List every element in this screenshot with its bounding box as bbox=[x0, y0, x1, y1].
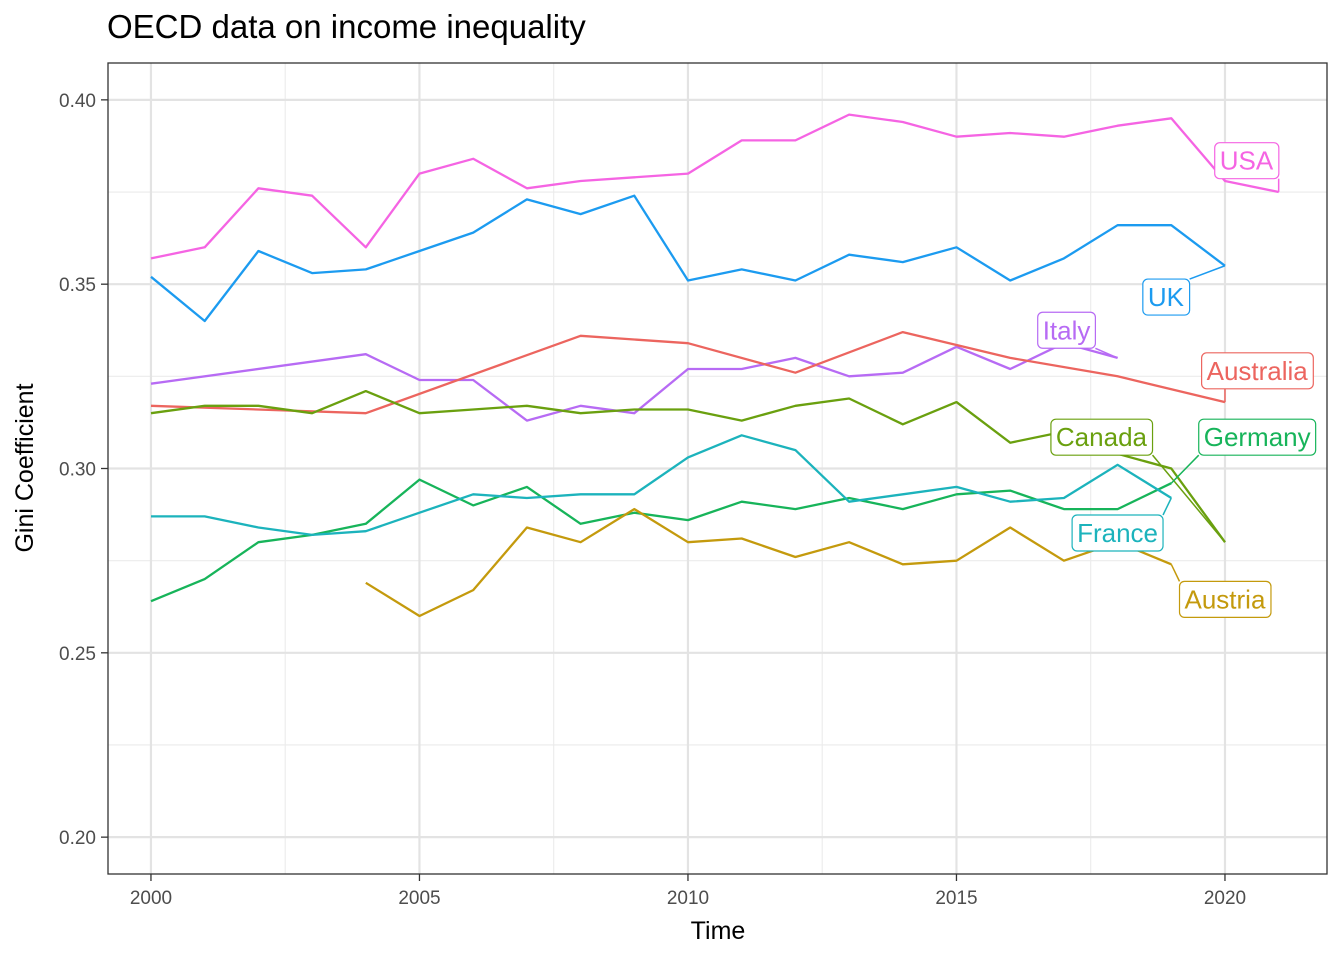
series-label-box bbox=[1037, 311, 1096, 349]
x-tick-label: 2015 bbox=[935, 888, 977, 909]
series-line-australia bbox=[150, 330, 1226, 415]
y-tick-label: 0.35 bbox=[59, 275, 96, 296]
series-line-canada bbox=[150, 389, 1226, 543]
series-label-text: Australia bbox=[1207, 356, 1309, 386]
series-label-text: Germany bbox=[1204, 422, 1311, 452]
series-line-uk bbox=[150, 194, 1226, 323]
y-axis: 0.20 0.25 0.30 0.35 0.40 bbox=[59, 91, 108, 849]
label-leader-line bbox=[1189, 265, 1226, 280]
label-leader-line bbox=[1095, 347, 1118, 359]
y-tick-label: 0.40 bbox=[59, 91, 96, 112]
series-label-text: Austria bbox=[1185, 584, 1266, 614]
series-label-france: France bbox=[1071, 497, 1172, 552]
x-axis: 2000 2005 2010 2015 2020 bbox=[130, 874, 1246, 909]
series-lines bbox=[150, 113, 1279, 618]
series-label-germany: Germany bbox=[1170, 418, 1317, 484]
series-labels: USA UK Italy Australia Canada Germany France Au… bbox=[1037, 142, 1317, 618]
x-tick-label: 2020 bbox=[1204, 888, 1246, 909]
y-tick-label: 0.30 bbox=[59, 460, 96, 481]
series-label-text: Canada bbox=[1056, 422, 1148, 452]
label-leader-line bbox=[1151, 454, 1226, 543]
x-tick-label: 2000 bbox=[130, 888, 172, 909]
series-label-text: Italy bbox=[1043, 315, 1091, 345]
series-label-box bbox=[1178, 580, 1272, 618]
series-line-italy bbox=[150, 342, 1118, 422]
chart-title: OECD data on income inequality bbox=[107, 8, 586, 45]
series-label-box bbox=[1214, 142, 1280, 180]
series-label-box bbox=[1198, 418, 1317, 456]
y-axis-title: Gini Coefficient bbox=[11, 383, 39, 552]
label-leader-line bbox=[1170, 454, 1200, 484]
y-tick-label: 0.25 bbox=[59, 644, 96, 665]
x-tick-label: 2005 bbox=[398, 888, 440, 909]
series-label-australia: Australia bbox=[1201, 352, 1314, 403]
series-line-france bbox=[151, 434, 1172, 537]
y-tick-label: 0.20 bbox=[59, 828, 96, 849]
series-line-usa bbox=[150, 113, 1279, 260]
series-label-usa: USA bbox=[1214, 142, 1280, 193]
series-label-box bbox=[1201, 352, 1314, 390]
label-leader-line bbox=[1162, 497, 1172, 516]
x-axis-title: Time bbox=[691, 917, 746, 945]
series-label-box bbox=[1071, 514, 1164, 552]
series-label-text: France bbox=[1077, 518, 1158, 548]
series-label-text: UK bbox=[1148, 282, 1185, 312]
series-label-box bbox=[1050, 418, 1154, 456]
series-label-italy: Italy bbox=[1037, 311, 1118, 359]
series-label-box bbox=[1142, 278, 1191, 316]
series-label-text: USA bbox=[1220, 146, 1274, 176]
series-label-austria: Austria bbox=[1170, 564, 1272, 618]
series-label-canada: Canada bbox=[1050, 418, 1226, 543]
series-label-uk: UK bbox=[1142, 265, 1226, 316]
series-line-austria bbox=[365, 507, 1172, 618]
series-line-germany bbox=[150, 478, 1172, 603]
label-leader-line bbox=[1170, 564, 1181, 582]
x-tick-label: 2010 bbox=[667, 888, 709, 909]
